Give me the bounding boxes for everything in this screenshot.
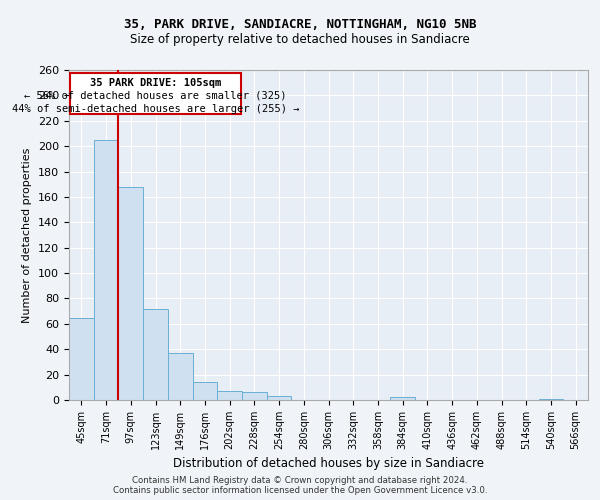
Bar bbox=[69, 318, 94, 400]
Text: 35 PARK DRIVE: 105sqm: 35 PARK DRIVE: 105sqm bbox=[90, 78, 221, 88]
Bar bbox=[217, 391, 242, 400]
Bar bbox=[193, 382, 217, 400]
Bar bbox=[390, 398, 415, 400]
Bar bbox=[539, 398, 563, 400]
Bar bbox=[168, 353, 193, 400]
Text: Contains public sector information licensed under the Open Government Licence v3: Contains public sector information licen… bbox=[113, 486, 487, 495]
Text: 35, PARK DRIVE, SANDIACRE, NOTTINGHAM, NG10 5NB: 35, PARK DRIVE, SANDIACRE, NOTTINGHAM, N… bbox=[124, 18, 476, 30]
Text: Size of property relative to detached houses in Sandiacre: Size of property relative to detached ho… bbox=[130, 32, 470, 46]
Bar bbox=[70, 72, 241, 114]
Bar bbox=[118, 187, 143, 400]
Bar bbox=[94, 140, 118, 400]
Bar bbox=[267, 396, 292, 400]
X-axis label: Distribution of detached houses by size in Sandiacre: Distribution of detached houses by size … bbox=[173, 458, 484, 470]
Bar bbox=[242, 392, 267, 400]
Bar bbox=[143, 308, 168, 400]
Text: Contains HM Land Registry data © Crown copyright and database right 2024.: Contains HM Land Registry data © Crown c… bbox=[132, 476, 468, 485]
Y-axis label: Number of detached properties: Number of detached properties bbox=[22, 148, 32, 322]
Text: ← 56% of detached houses are smaller (325): ← 56% of detached houses are smaller (32… bbox=[24, 91, 287, 101]
Text: 44% of semi-detached houses are larger (255) →: 44% of semi-detached houses are larger (… bbox=[12, 104, 299, 115]
